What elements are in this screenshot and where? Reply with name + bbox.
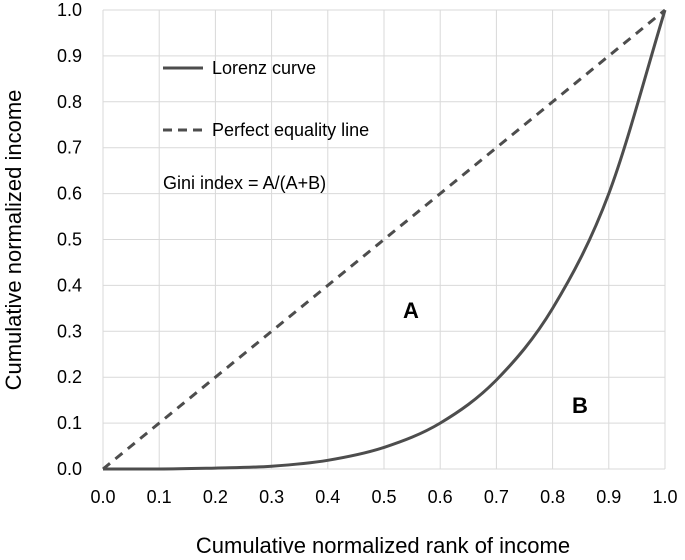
y-tick-label: 0.6 bbox=[57, 184, 82, 204]
y-tick-label: 0.5 bbox=[57, 230, 82, 250]
lorenz-curve-line bbox=[103, 9, 667, 471]
equality-line bbox=[102, 8, 666, 471]
y-tick-labels: 0.0 0.1 0.2 0.3 0.4 0.5 0.6 0.7 0.8 0.9 1.0 bbox=[57, 0, 82, 479]
x-tick-label: 1.0 bbox=[652, 487, 677, 507]
y-tick-label: 0.0 bbox=[57, 459, 82, 479]
y-tick-label: 0.9 bbox=[57, 46, 82, 66]
gini-annotation: Gini index = A/(A+B) bbox=[163, 173, 326, 193]
x-tick-label: 0.8 bbox=[540, 487, 565, 507]
y-tick-label: 0.8 bbox=[57, 92, 82, 112]
x-tick-label: 0.7 bbox=[484, 487, 509, 507]
x-tick-label: 0.1 bbox=[147, 487, 172, 507]
legend-label-lorenz: Lorenz curve bbox=[212, 58, 316, 78]
region-a-label: A bbox=[403, 298, 419, 323]
y-tick-label: 0.7 bbox=[57, 138, 82, 158]
x-tick-label: 0.0 bbox=[90, 487, 115, 507]
x-tick-label: 0.3 bbox=[259, 487, 284, 507]
y-tick-label: 1.0 bbox=[57, 0, 82, 20]
y-tick-label: 0.1 bbox=[57, 413, 82, 433]
y-tick-label: 0.4 bbox=[57, 275, 82, 295]
x-tick-label: 0.4 bbox=[315, 487, 340, 507]
series-lines bbox=[102, 8, 667, 471]
y-axis-title: Cumulative normalized income bbox=[1, 90, 26, 391]
y-tick-label: 0.2 bbox=[57, 367, 82, 387]
x-tick-labels: 0.0 0.1 0.2 0.3 0.4 0.5 0.6 0.7 0.8 0.9 1.0 bbox=[90, 487, 677, 507]
x-tick-label: 0.9 bbox=[596, 487, 621, 507]
region-b-label: B bbox=[572, 393, 588, 418]
x-axis-title: Cumulative normalized rank of income bbox=[196, 533, 570, 558]
legend: Lorenz curve Perfect equality line bbox=[163, 58, 369, 140]
x-tick-label: 0.5 bbox=[371, 487, 396, 507]
x-tick-label: 0.6 bbox=[428, 487, 453, 507]
legend-label-equality: Perfect equality line bbox=[212, 120, 369, 140]
y-tick-label: 0.3 bbox=[57, 321, 82, 341]
x-tick-label: 0.2 bbox=[203, 487, 228, 507]
